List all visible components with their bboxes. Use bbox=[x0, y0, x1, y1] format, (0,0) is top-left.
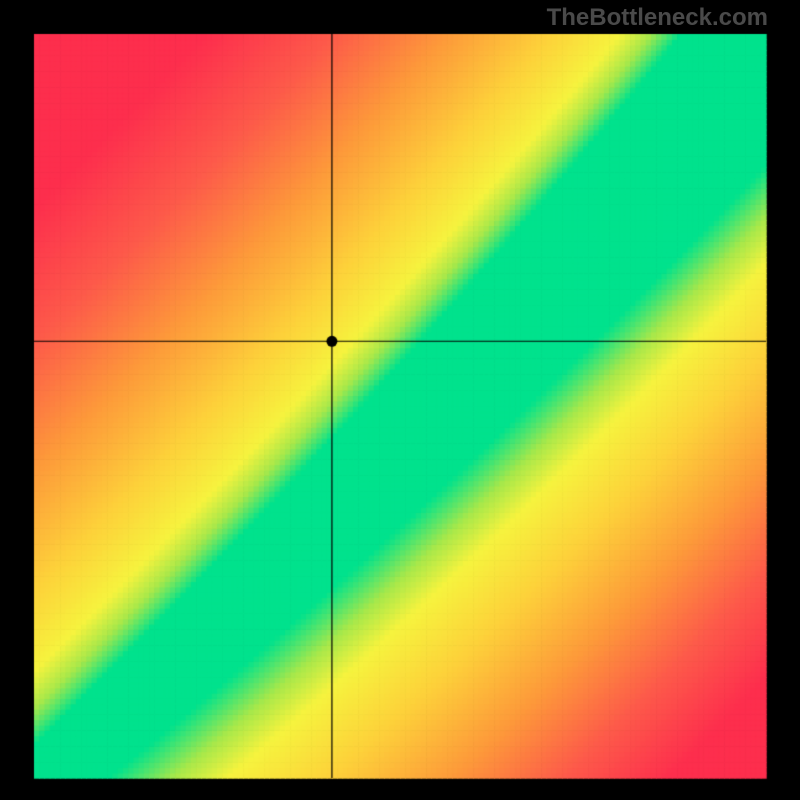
chart-container: TheBottleneck.com bbox=[0, 0, 800, 800]
watermark-text: TheBottleneck.com bbox=[547, 4, 768, 32]
bottleneck-heatmap bbox=[0, 0, 800, 800]
